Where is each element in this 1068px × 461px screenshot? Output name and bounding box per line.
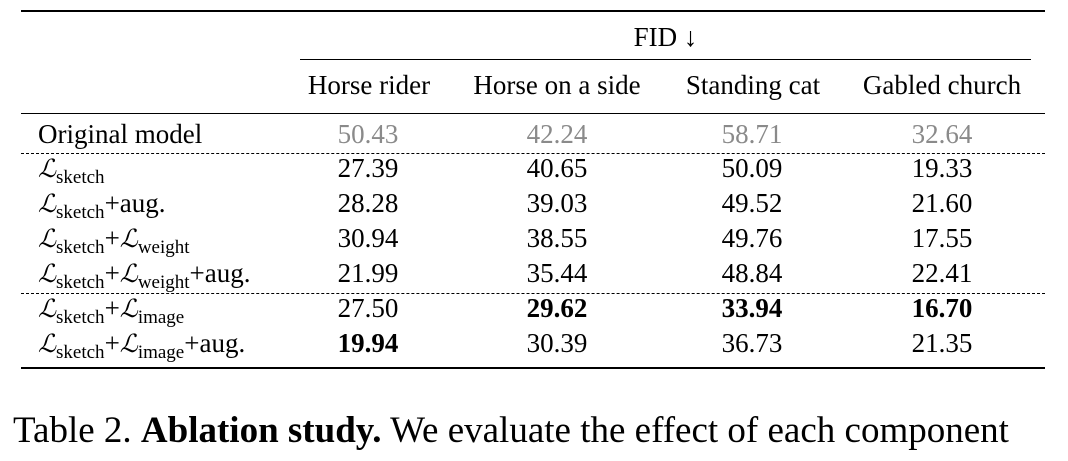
table-cell: 38.55 [526, 223, 588, 253]
loss-symbol: ℒ [119, 294, 138, 323]
row-label: Original model [38, 119, 203, 149]
loss-symbol: ℒ [119, 259, 138, 288]
row-label: ℒsketch+ℒimage [38, 291, 185, 328]
table-cell: 27.50 [337, 293, 399, 323]
table-header-rule [21, 113, 1045, 114]
loss-subscript: image [137, 342, 185, 363]
table-cell: 42.24 [526, 119, 588, 149]
table-cell: 19.94 [337, 328, 399, 358]
loss-subscript: sketch [56, 307, 105, 328]
table-cell: 32.64 [911, 119, 973, 149]
table-cell: 50.09 [721, 153, 783, 183]
table-cell: 39.03 [526, 188, 588, 218]
table-cell: 30.94 [337, 223, 399, 253]
table-top-rule [21, 10, 1045, 12]
table-cell: 16.70 [911, 293, 973, 323]
table-cell: 36.73 [721, 328, 783, 358]
table-cell: 35.44 [526, 258, 588, 288]
loss-subscript: sketch [56, 342, 105, 363]
loss-symbol: ℒ [38, 329, 57, 358]
table-cell: 19.33 [911, 153, 973, 183]
loss-symbol: ℒ [38, 294, 57, 323]
loss-subscript: image [137, 307, 185, 328]
caption-title: Ablation study. [140, 410, 382, 451]
label-text: +aug. [184, 328, 246, 358]
loss-symbol: ℒ [119, 224, 138, 253]
table-cell: 49.52 [721, 188, 783, 218]
row-label: ℒsketch [38, 151, 105, 188]
table-cell: 48.84 [721, 258, 783, 288]
fid-metric-header: FID ↓ [633, 22, 698, 52]
label-text: + [104, 293, 120, 323]
loss-symbol: ℒ [38, 259, 57, 288]
loss-symbol: ℒ [38, 154, 57, 183]
table-cell: 40.65 [526, 153, 588, 183]
loss-symbol: ℒ [119, 329, 138, 358]
label-text: +aug. [189, 258, 251, 288]
caption-prefix: Table 2. [13, 410, 141, 451]
label-text: + [104, 223, 120, 253]
fid-header-underline [300, 59, 1031, 60]
row-label: ℒsketch+aug. [38, 186, 166, 223]
loss-symbol: ℒ [38, 224, 57, 253]
table-cell: 33.94 [721, 293, 783, 323]
loss-subscript: weight [137, 237, 190, 258]
loss-subscript: weight [137, 272, 190, 293]
loss-subscript: sketch [56, 237, 105, 258]
row-label: ℒsketch+ℒimage+aug. [38, 326, 246, 363]
table-cell: 50.43 [337, 119, 399, 149]
table-cell: 49.76 [721, 223, 783, 253]
label-text: + [104, 258, 120, 288]
loss-subscript: sketch [56, 272, 105, 293]
table-cell: 21.60 [911, 188, 973, 218]
caption-text: We evaluate the effect of each component [381, 410, 1009, 451]
loss-subscript: sketch [56, 202, 105, 223]
table-cell: 30.39 [526, 328, 588, 358]
table-cell: 21.35 [911, 328, 973, 358]
loss-symbol: ℒ [38, 189, 57, 218]
table-cell: 28.28 [337, 188, 399, 218]
table-cell: 22.41 [911, 258, 973, 288]
row-label: ℒsketch+ℒweight [38, 221, 190, 258]
table-bottom-rule [21, 367, 1045, 369]
column-header-gabled-church: Gabled church [862, 70, 1022, 100]
column-header-standing-cat: Standing cat [685, 70, 821, 100]
dashed-separator-1 [21, 153, 1045, 154]
label-text: + [104, 328, 120, 358]
dashed-separator-2 [21, 293, 1045, 294]
row-label: ℒsketch+ℒweight+aug. [38, 256, 251, 293]
table-cell: 27.39 [337, 153, 399, 183]
label-text: +aug. [104, 188, 166, 218]
table-cell: 58.71 [721, 119, 783, 149]
column-header-horse-on-a-side: Horse on a side [473, 70, 641, 100]
table-cell: 17.55 [911, 223, 973, 253]
table-cell: 29.62 [526, 293, 588, 323]
table-cell: 21.99 [337, 258, 399, 288]
table-caption: Table 2. Ablation study. We evaluate the… [13, 408, 1009, 454]
loss-subscript: sketch [56, 167, 105, 188]
column-header-horse-rider: Horse rider [307, 70, 431, 100]
